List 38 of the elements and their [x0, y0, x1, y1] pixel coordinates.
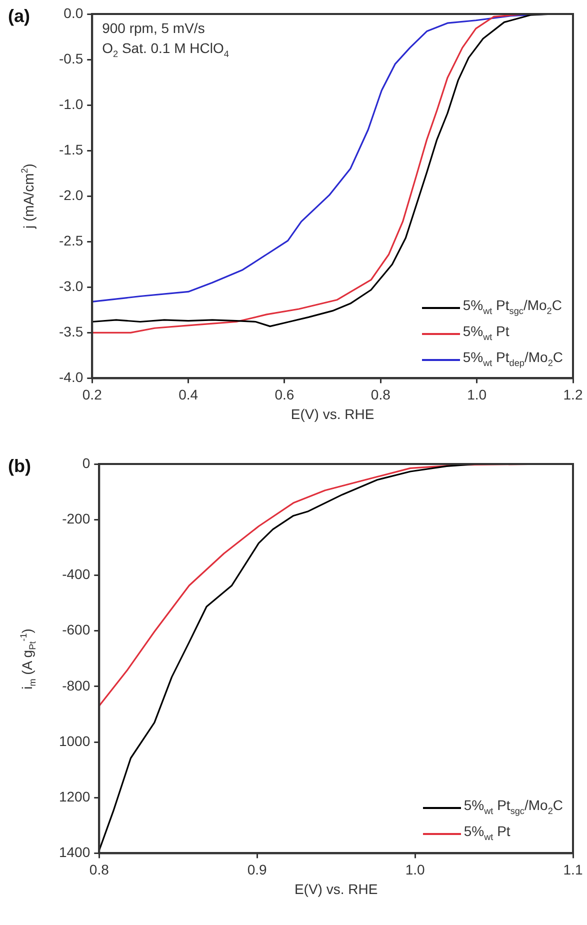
- y-tick-label: -600: [62, 622, 90, 638]
- legend-label: 5%$_{wt}$ Pt: [464, 822, 510, 844]
- chart-title: (b): [8, 456, 31, 477]
- y-tick-label: 1000: [58, 732, 90, 749]
- x-tick-label: 1.1: [563, 861, 583, 878]
- y-tick-label: -0.5: [59, 50, 84, 66]
- legend-label: 5%$_{wt}$ Pt$_{sgc}$/Mo$_{2}$C: [462, 296, 562, 318]
- y-tick-label: -2.0: [59, 186, 84, 203]
- annotation: 900 rpm, 5 mV/s: [102, 20, 205, 36]
- y-tick-label: -400: [62, 566, 90, 582]
- x-axis-title: E(V) vs. RHE: [290, 406, 374, 422]
- x-tick-label: 0.8: [89, 861, 110, 878]
- y-tick-label: -3.0: [59, 278, 84, 294]
- x-tick-label: 1.2: [563, 386, 583, 402]
- y-tick-label: -1.5: [59, 141, 84, 158]
- y-tick-label: 0: [82, 454, 90, 471]
- y-tick-label: -1.0: [59, 96, 84, 112]
- x-tick-label: 0.8: [370, 386, 391, 402]
- y-tick-label: -4.0: [59, 369, 84, 386]
- y-tick-label: 1400: [58, 844, 90, 860]
- y-tick-label: 1200: [58, 788, 90, 804]
- legend-label: 5%$_{wt}$ Pt: [462, 322, 510, 344]
- x-tick-label: 0.4: [178, 386, 198, 402]
- y-tick-label: -3.5: [59, 324, 84, 340]
- y-tick-label: 0.0: [64, 4, 84, 21]
- y-tick-label: -200: [62, 510, 90, 526]
- x-tick-label: 1.0: [467, 386, 487, 402]
- y-tick-label: -800: [62, 677, 90, 694]
- y-tick-label: -2.5: [59, 232, 84, 248]
- x-axis-title: E(V) vs. RHE: [294, 881, 378, 898]
- legend-label: 5%$_{wt}$ Pt$_{dep}$/Mo$_{2}$C: [462, 348, 563, 370]
- annotation: O$_{2}$ Sat. 0.1 M HClO$_{4}$: [102, 40, 229, 59]
- x-tick-label: 0.9: [247, 861, 268, 878]
- legend-label: 5%$_{wt}$ Pt$_{sgc}$/Mo$_{2}$C: [464, 796, 563, 818]
- x-tick-label: 0.2: [82, 386, 102, 402]
- x-tick-label: 0.6: [274, 386, 294, 402]
- x-tick-label: 1.0: [405, 861, 425, 878]
- chart-title: (a): [8, 6, 30, 27]
